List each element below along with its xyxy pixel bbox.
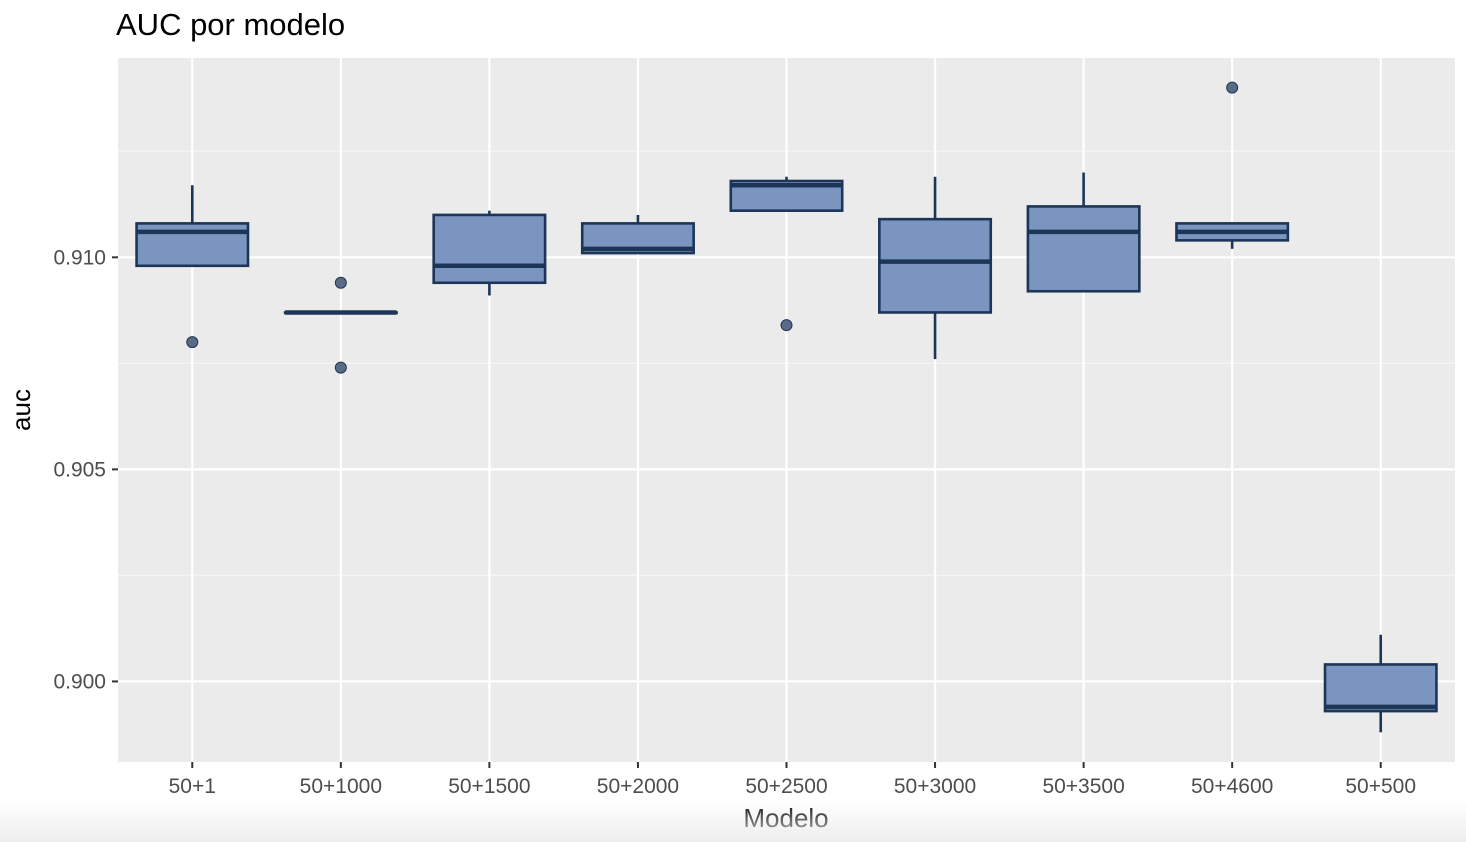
x-tick-label: 50+2000 — [597, 775, 679, 798]
x-tick-label: 50+500 — [1345, 775, 1416, 798]
y-axis-title: auc — [6, 389, 36, 431]
box-50+1000 — [283, 276, 398, 374]
chart-title: AUC por modelo — [116, 7, 345, 42]
box-iqr — [432, 213, 547, 285]
y-axis: 0.900 0.905 0.910 — [53, 246, 118, 693]
x-tick-label: 50+2500 — [745, 775, 827, 798]
y-tick-label: 0.905 — [53, 458, 106, 481]
x-tick-label: 50+1500 — [448, 775, 530, 798]
x-tick-label: 50+1000 — [300, 775, 382, 798]
x-tick-label: 50+4600 — [1191, 775, 1273, 798]
grid-lines — [118, 58, 1455, 762]
y-tick-label: 0.900 — [53, 670, 106, 693]
box-iqr — [878, 217, 993, 314]
box-50+3500 — [1026, 172, 1141, 293]
box-50+2000 — [580, 214, 695, 255]
outlier-point — [780, 319, 793, 332]
box-50+2500 — [729, 176, 844, 332]
y-tick-label: 0.910 — [53, 246, 106, 269]
box-50+3000 — [878, 176, 993, 360]
box-50+1500 — [432, 210, 547, 296]
outlier-point — [334, 276, 347, 289]
x-tick-label: 50+1 — [169, 775, 216, 798]
box-50+1 — [135, 185, 250, 349]
x-tick-label: 50+3500 — [1042, 775, 1124, 798]
x-axis-title: Modelo — [743, 803, 828, 833]
box-50+4600 — [1175, 81, 1290, 249]
box-iqr — [1323, 663, 1438, 713]
boxes — [135, 81, 1438, 733]
box-iqr — [1026, 205, 1141, 293]
outlier-point — [334, 361, 347, 374]
x-axis: 50+1 50+1000 50+1500 50+2000 50+2500 50+3000 5… — [169, 762, 1416, 798]
box-50+500 — [1323, 634, 1438, 733]
x-tick-label: 50+3000 — [894, 775, 976, 798]
outlier-point — [186, 336, 199, 349]
outlier-point — [1226, 81, 1239, 94]
